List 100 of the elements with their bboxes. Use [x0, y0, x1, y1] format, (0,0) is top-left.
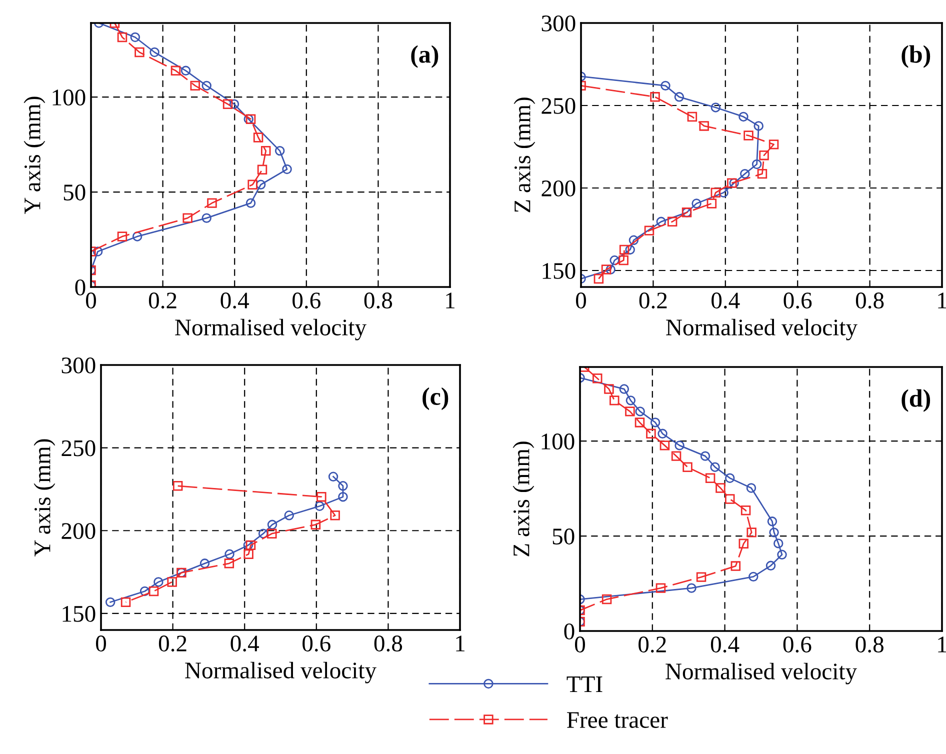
point	[207, 198, 217, 208]
point	[674, 440, 684, 450]
point	[706, 198, 717, 208]
point	[752, 159, 762, 170]
x-tick-label: 1	[938, 636, 946, 652]
point	[625, 406, 635, 416]
point	[656, 216, 666, 227]
point	[244, 549, 254, 560]
y-axis-title: Z axis (mm)	[514, 98, 536, 212]
point	[766, 560, 776, 571]
annotation: (b)	[902, 45, 930, 68]
y-tick-label: 50	[64, 184, 86, 200]
annotation: (a)	[411, 45, 438, 68]
point	[117, 32, 128, 42]
point	[248, 180, 258, 190]
x-tick-label: 0.4	[712, 292, 740, 309]
point	[646, 428, 656, 439]
y-tick-label: 150	[62, 606, 96, 622]
point	[767, 516, 778, 526]
point	[716, 483, 726, 493]
point	[650, 418, 660, 428]
y-axis-title: Y axis (mm)	[34, 439, 56, 556]
point	[338, 492, 348, 502]
point	[592, 374, 602, 384]
x-tick-label: 0.6	[784, 292, 812, 309]
text: Free tracer	[567, 712, 668, 728]
y-tick-label: 50	[552, 528, 574, 544]
point	[244, 114, 254, 124]
point	[774, 538, 784, 548]
point	[740, 506, 751, 516]
point	[725, 473, 735, 483]
point	[594, 274, 604, 284]
point	[200, 558, 210, 568]
point	[148, 586, 159, 596]
point	[105, 597, 116, 608]
point	[769, 528, 779, 538]
point	[634, 418, 645, 428]
point	[117, 232, 128, 242]
point	[260, 146, 271, 156]
point	[626, 396, 636, 406]
point	[738, 112, 748, 122]
point	[658, 428, 668, 439]
point	[182, 213, 192, 223]
point	[686, 583, 696, 593]
y-tick-label: 0	[564, 623, 574, 640]
point	[730, 561, 741, 571]
point	[738, 538, 748, 548]
point	[710, 462, 720, 472]
x-tick-label: 0.4	[220, 292, 249, 309]
point	[170, 66, 181, 76]
y-tick-label: 300	[542, 15, 576, 32]
point	[222, 99, 233, 109]
point	[601, 264, 612, 274]
x-tick-label: 0.8	[364, 292, 392, 309]
point	[746, 528, 756, 538]
point	[330, 510, 340, 520]
point	[618, 255, 628, 266]
point	[224, 558, 234, 568]
x-tick-label: 1	[446, 292, 454, 308]
point	[768, 140, 779, 150]
point	[274, 146, 285, 156]
point	[710, 188, 721, 198]
point	[619, 244, 630, 255]
point	[253, 132, 264, 142]
point	[202, 213, 212, 223]
point	[754, 121, 764, 131]
x-tick-label: 0.4	[230, 636, 259, 652]
x-tick-label: 0.8	[856, 292, 884, 309]
point	[224, 549, 234, 560]
point	[696, 572, 706, 582]
point	[140, 586, 150, 596]
annotation: (c)	[422, 387, 448, 410]
point	[744, 130, 754, 140]
point	[674, 92, 684, 102]
y-tick-label: 250	[542, 98, 576, 114]
point	[154, 577, 164, 587]
point	[777, 550, 787, 560]
x-tick-label: 1	[938, 292, 946, 308]
point	[282, 164, 292, 174]
point	[610, 396, 620, 406]
point	[202, 80, 212, 91]
x-tick-label: 0	[576, 292, 586, 308]
y-tick-label: 100	[52, 90, 86, 106]
x-tick-label: 0.6	[292, 292, 320, 309]
point	[229, 99, 240, 109]
point	[180, 66, 191, 76]
point	[267, 528, 277, 538]
y-tick-label: 150	[542, 262, 576, 279]
x-axis-title: Normalised velocity	[666, 662, 857, 684]
point	[710, 102, 721, 112]
point	[650, 92, 660, 102]
x-tick-label: 0.2	[148, 292, 176, 309]
point	[246, 540, 256, 550]
x-tick-label: 0.6	[783, 636, 812, 653]
x-axis-title: Normalised velocity	[175, 318, 366, 340]
point	[120, 597, 131, 608]
point	[625, 244, 635, 255]
y-tick-label: 100	[542, 434, 574, 450]
y-tick-label: 200	[62, 523, 96, 540]
point	[150, 47, 160, 58]
